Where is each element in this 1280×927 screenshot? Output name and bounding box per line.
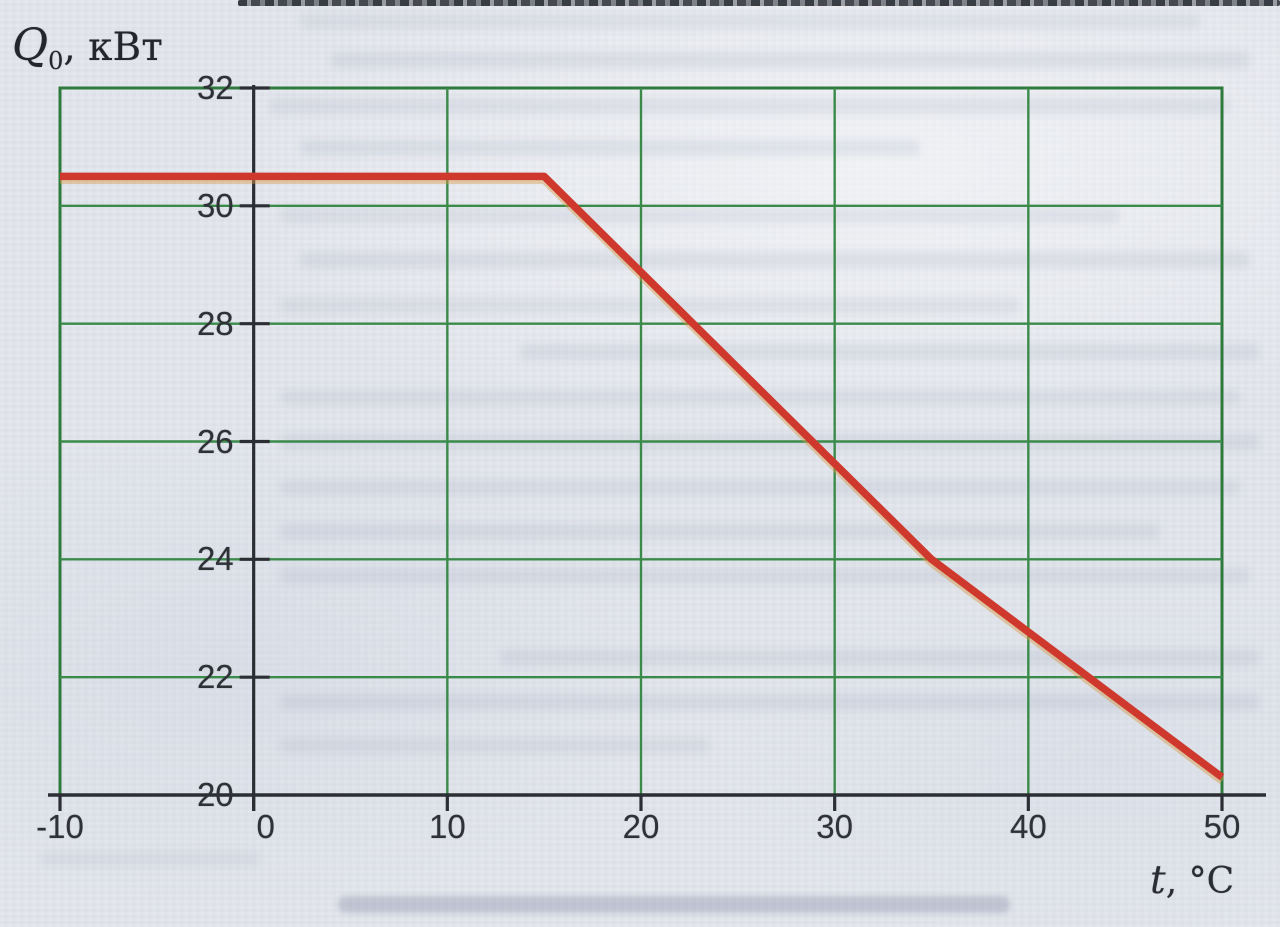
bleedthrough-line bbox=[300, 140, 920, 155]
bleedthrough-line bbox=[280, 480, 1240, 495]
bleedthrough-line bbox=[270, 98, 1230, 114]
bleedthrough-bold-text bbox=[338, 896, 1010, 913]
data-line bbox=[60, 172, 1225, 781]
bleedthrough-line bbox=[280, 390, 1240, 405]
bleedthrough-line bbox=[280, 208, 1120, 223]
bleedthrough-line bbox=[300, 14, 1200, 29]
bleedthrough-line bbox=[280, 694, 1260, 710]
bleedthrough-line bbox=[300, 252, 1250, 268]
bleedthrough-line bbox=[330, 52, 1250, 68]
scan-edge-artifact bbox=[238, 0, 1280, 6]
bleedthrough-line bbox=[520, 344, 1260, 360]
bleedthrough-line bbox=[280, 738, 710, 753]
bleedthrough-line bbox=[40, 852, 260, 866]
bleedthrough-line bbox=[280, 524, 1160, 539]
bleedthrough-line bbox=[280, 568, 1250, 584]
